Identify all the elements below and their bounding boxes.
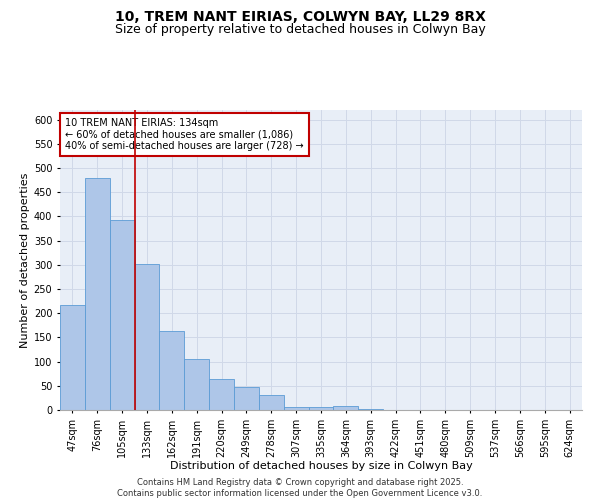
Bar [259,394,284,410]
Bar [234,388,259,410]
Bar [358,409,383,410]
Bar [60,304,85,410]
Bar [134,264,160,410]
Bar [184,359,209,410]
Bar [85,178,110,410]
Text: 10 TREM NANT EIRIAS: 134sqm
← 60% of detached houses are smaller (1,086)
40% of : 10 TREM NANT EIRIAS: 134sqm ← 60% of det… [65,118,304,150]
Bar [209,379,234,410]
Bar [160,331,184,410]
Text: 10, TREM NANT EIRIAS, COLWYN BAY, LL29 8RX: 10, TREM NANT EIRIAS, COLWYN BAY, LL29 8… [115,10,485,24]
Text: Size of property relative to detached houses in Colwyn Bay: Size of property relative to detached ho… [115,22,485,36]
Bar [334,406,358,410]
X-axis label: Distribution of detached houses by size in Colwyn Bay: Distribution of detached houses by size … [170,461,472,471]
Bar [284,406,308,410]
Y-axis label: Number of detached properties: Number of detached properties [20,172,29,348]
Text: Contains HM Land Registry data © Crown copyright and database right 2025.
Contai: Contains HM Land Registry data © Crown c… [118,478,482,498]
Bar [308,407,334,410]
Bar [110,220,134,410]
